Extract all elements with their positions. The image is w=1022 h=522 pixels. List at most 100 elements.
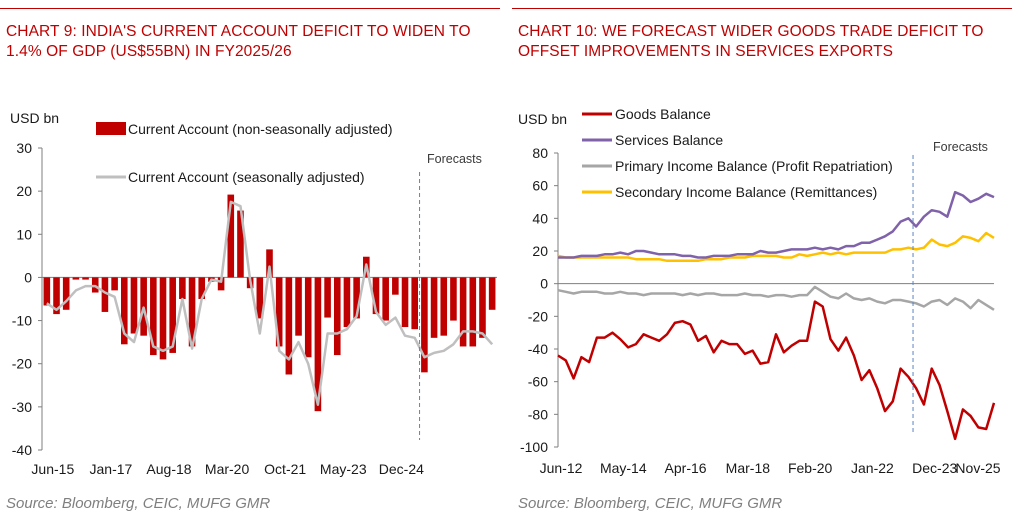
chart-9-bar xyxy=(382,277,389,321)
chart-10-x-tick-label: Jan-22 xyxy=(851,460,894,476)
chart-10-x-tick-label: Nov-25 xyxy=(955,460,1000,476)
chart-10-top-rule xyxy=(512,8,1012,9)
chart-10-primary-income-line xyxy=(557,285,995,311)
chart-10-y-tick-label: -40 xyxy=(528,341,548,357)
chart-9-bar xyxy=(314,277,322,412)
chart-9-source: Source: Bloomberg, CEIC, MUFG GMR xyxy=(6,495,271,512)
chart-10-x-tick-label: Jun-12 xyxy=(540,460,583,476)
chart-9-bar xyxy=(324,277,331,318)
chart-9-y-tick-label: -20 xyxy=(12,356,32,372)
chart-9-bar xyxy=(401,277,409,328)
chart-9-bar xyxy=(111,277,118,291)
chart-10-services-line xyxy=(558,190,995,259)
chart-9-y-tick-label: 20 xyxy=(16,183,32,199)
chart-9-bar xyxy=(450,277,457,321)
chart-9-legend-label: Current Account (non-seasonally adjusted… xyxy=(128,121,393,137)
chart-10-panel: CHART 10: WE FORECAST WIDER GOODS TRADE … xyxy=(512,0,1012,522)
chart-10-y-tick-label: -20 xyxy=(528,308,548,324)
chart-10-legend-label: Secondary Income Balance (Remittances) xyxy=(615,184,877,200)
chart-9-bar xyxy=(304,277,312,358)
chart-9-y-tick-label: -10 xyxy=(12,313,32,329)
chart-9-bar xyxy=(411,277,419,330)
chart-9-bar xyxy=(440,277,448,336)
chart-10-source: Source: Bloomberg, CEIC, MUFG GMR xyxy=(518,495,783,512)
chart-9-bar xyxy=(275,277,283,347)
chart-9-bar xyxy=(237,210,244,278)
chart-10-y-tick-label: -60 xyxy=(528,374,548,390)
chart-9-bar xyxy=(159,277,167,360)
chart-10-forecast-label: Forecasts xyxy=(933,140,988,154)
chart-10-x-tick-label: Mar-18 xyxy=(726,460,771,476)
chart-9-legend-label: Current Account (seasonally adjusted) xyxy=(128,169,365,185)
chart-9-x-tick-label: Mar-20 xyxy=(205,461,250,477)
chart-9-bar xyxy=(285,277,293,375)
chart-9-bar xyxy=(120,277,128,345)
chart-9-sa-line xyxy=(46,200,494,406)
chart-10-legend-label: Primary Income Balance (Profit Repatriat… xyxy=(615,158,893,174)
chart-9-legend-swatch-bar xyxy=(96,122,126,135)
chart-9-x-tick-label: Jun-15 xyxy=(31,461,74,477)
chart-9-bar xyxy=(372,277,380,315)
chart-9-bar xyxy=(217,277,225,291)
chart-9-x-tick-label: Oct-21 xyxy=(264,461,306,477)
chart-9-bar xyxy=(392,277,399,295)
chart-9-panel: CHART 9: INDIA'S CURRENT ACCOUNT DEFICIT… xyxy=(0,0,500,522)
chart-9-top-rule xyxy=(0,8,500,9)
chart-10-title: CHART 10: WE FORECAST WIDER GOODS TRADE … xyxy=(518,23,984,60)
chart-9-bar xyxy=(353,277,360,319)
chart-9-x-tick-label: Dec-24 xyxy=(379,461,424,477)
chart-9-bar xyxy=(479,277,486,338)
chart-10-y-tick-label: 60 xyxy=(532,178,548,194)
chart-9-bar xyxy=(266,249,273,278)
chart-9-bar xyxy=(53,277,60,315)
chart-9-unit-label: USD bn xyxy=(10,110,59,126)
chart-10-x-tick-label: Apr-16 xyxy=(665,460,707,476)
chart-10-y-tick-label: 0 xyxy=(540,276,548,292)
chart-10-y-tick-label: 40 xyxy=(532,210,548,226)
chart-9-bar xyxy=(43,277,51,306)
chart-9-y-tick-label: -40 xyxy=(12,442,32,458)
chart-10-y-tick-label: 80 xyxy=(532,145,548,161)
chart-9-x-tick-label: Aug-18 xyxy=(146,461,191,477)
chart-10-secondary-income-line xyxy=(557,231,995,263)
chart-10-x-tick-label: Feb-20 xyxy=(788,460,833,476)
chart-9-y-tick-label: 30 xyxy=(16,140,32,156)
chart-9-bar xyxy=(343,277,351,328)
chart-9-title: CHART 9: INDIA'S CURRENT ACCOUNT DEFICIT… xyxy=(6,23,471,60)
chart-9-x-tick-label: Jan-17 xyxy=(90,461,133,477)
chart-9-bar xyxy=(295,277,302,336)
chart-9-bar xyxy=(430,277,438,338)
chart-9-bar xyxy=(256,277,264,319)
chart-9-bar xyxy=(469,277,477,347)
chart-9-bar xyxy=(227,194,235,278)
chart-9-y-tick-label: 10 xyxy=(16,226,32,242)
chart-9-x-tick-label: May-23 xyxy=(320,461,367,477)
chart-9-y-tick-label: -30 xyxy=(12,399,32,415)
chart-9-forecast-label: Forecasts xyxy=(427,152,482,166)
chart-10-x-tick-label: May-14 xyxy=(600,460,647,476)
chart-10-x-tick-label: Dec-23 xyxy=(912,460,957,476)
chart-9-bar xyxy=(488,277,496,310)
chart-9-bar xyxy=(101,277,109,312)
chart-10-unit-label: USD bn xyxy=(518,111,567,127)
chart-10-plot: USD bn 80 60 40 20 0 -20 -40 -60 -80 -100 Forecasts… xyxy=(518,106,1001,476)
chart-9-bar xyxy=(421,277,428,373)
chart-10-goods-line xyxy=(557,300,996,441)
chart-9-y-tick-label: 0 xyxy=(24,269,32,285)
chart-9-bar xyxy=(72,277,80,280)
chart-9-plot: USD bn 30 20 10 0 -10 -20 -30 -40 Forecasts Jun-15… xyxy=(10,110,497,477)
chart-9-bar xyxy=(198,277,206,299)
chart-10-legend-label: Services Balance xyxy=(615,132,723,148)
chart-10-y-tick-label: -80 xyxy=(528,406,548,422)
chart-9-bar xyxy=(130,277,138,334)
chart-9-bar xyxy=(62,277,70,310)
chart-9-bar xyxy=(459,277,467,347)
chart-10-y-tick-label: -100 xyxy=(520,439,548,455)
chart-10-legend-label: Goods Balance xyxy=(615,106,711,122)
chart-9-bar xyxy=(179,277,186,299)
chart-9-bar xyxy=(333,277,341,356)
chart-9-bar xyxy=(188,277,196,347)
chart-10-y-tick-label: 20 xyxy=(532,243,548,259)
chart-9-bar xyxy=(150,277,157,356)
chart-9-bar xyxy=(169,277,176,353)
